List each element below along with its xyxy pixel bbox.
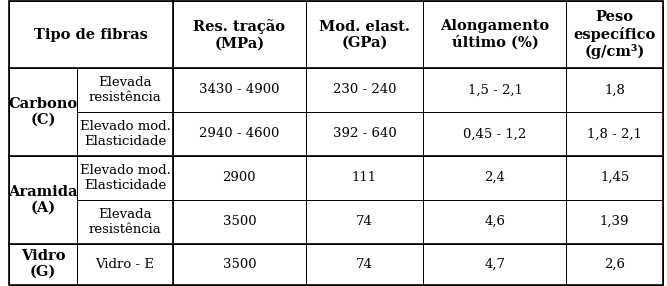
Text: 4,6: 4,6: [484, 215, 506, 228]
Bar: [305, 1, 424, 68]
Text: Peso
específico
(g/cm³): Peso específico (g/cm³): [574, 10, 656, 59]
Bar: [77, 112, 173, 156]
Text: 74: 74: [356, 215, 373, 228]
Text: Tipo de fibras: Tipo de fibras: [34, 28, 148, 42]
Bar: [173, 112, 305, 156]
Text: 1,5 - 2,1: 1,5 - 2,1: [468, 84, 522, 96]
Bar: [305, 112, 424, 156]
Text: 3500: 3500: [223, 215, 256, 228]
Bar: [305, 68, 424, 112]
Bar: [424, 156, 566, 200]
Text: 3500: 3500: [223, 257, 256, 271]
Text: Res. tração
(MPa): Res. tração (MPa): [193, 19, 285, 50]
Text: 74: 74: [356, 257, 373, 271]
Text: Elevada
resistência: Elevada resistência: [89, 208, 161, 236]
Bar: [173, 156, 305, 200]
Bar: [566, 112, 663, 156]
Bar: [424, 200, 566, 243]
Text: Vidro - E: Vidro - E: [95, 257, 155, 271]
Text: 2900: 2900: [223, 171, 256, 184]
Text: 0,45 - 1,2: 0,45 - 1,2: [464, 127, 526, 140]
Text: Vidro
(G): Vidro (G): [21, 249, 65, 279]
Bar: [173, 68, 305, 112]
Bar: [305, 200, 424, 243]
Text: Elevado mod.
Elasticidade: Elevado mod. Elasticidade: [79, 120, 171, 148]
Text: 111: 111: [352, 171, 377, 184]
Text: Alongamento
último (%): Alongamento último (%): [440, 19, 550, 50]
Bar: [77, 200, 173, 243]
Text: 1,8: 1,8: [604, 84, 625, 96]
Bar: [566, 200, 663, 243]
Text: 4,7: 4,7: [484, 257, 506, 271]
Bar: [305, 156, 424, 200]
Bar: [566, 1, 663, 68]
Text: 230 - 240: 230 - 240: [333, 84, 396, 96]
Text: 3430 - 4900: 3430 - 4900: [199, 84, 279, 96]
Bar: [424, 1, 566, 68]
Bar: [77, 68, 173, 112]
Text: 392 - 640: 392 - 640: [333, 127, 396, 140]
Bar: [173, 243, 305, 285]
Text: 1,45: 1,45: [600, 171, 629, 184]
Bar: [9, 68, 77, 156]
Bar: [566, 156, 663, 200]
Text: Aramida
(A): Aramida (A): [8, 184, 77, 215]
Bar: [77, 243, 173, 285]
Bar: [424, 112, 566, 156]
Text: Mod. elast.
(GPa): Mod. elast. (GPa): [319, 20, 410, 50]
Text: Elevada
resistência: Elevada resistência: [89, 76, 161, 104]
Text: Carbono
(C): Carbono (C): [8, 97, 77, 127]
Bar: [424, 243, 566, 285]
Bar: [424, 68, 566, 112]
Text: 2940 - 4600: 2940 - 4600: [199, 127, 279, 140]
Bar: [77, 156, 173, 200]
Bar: [173, 1, 305, 68]
Bar: [566, 243, 663, 285]
Text: 2,6: 2,6: [604, 257, 625, 271]
Text: 1,39: 1,39: [600, 215, 630, 228]
Bar: [566, 68, 663, 112]
Bar: [173, 200, 305, 243]
Bar: [305, 243, 424, 285]
Bar: [9, 243, 77, 285]
Bar: [9, 156, 77, 243]
Text: Elevado mod.
Elasticidade: Elevado mod. Elasticidade: [79, 164, 171, 192]
Bar: [9, 1, 173, 68]
Text: 1,8 - 2,1: 1,8 - 2,1: [587, 127, 642, 140]
Text: 2,4: 2,4: [484, 171, 506, 184]
